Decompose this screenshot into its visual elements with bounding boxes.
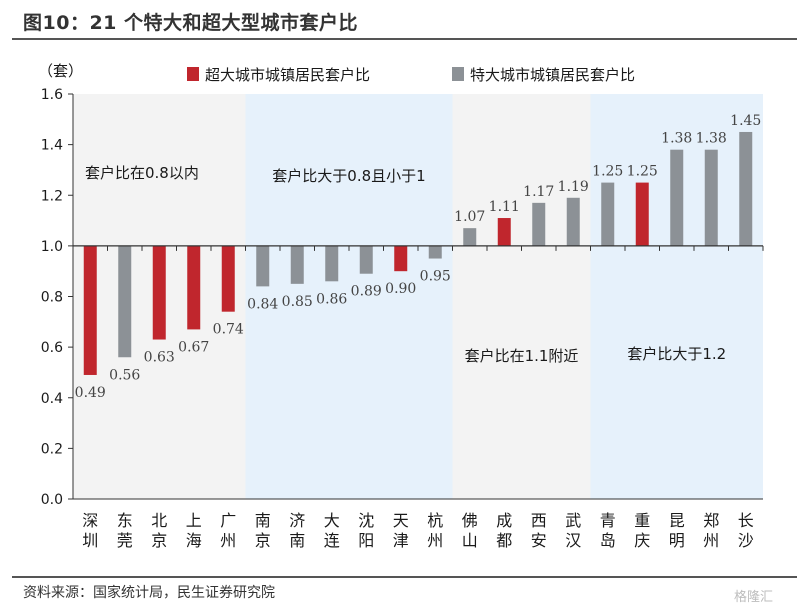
bar: [290, 245, 304, 284]
bar: [463, 228, 477, 246]
x-tick-label: 济南: [289, 511, 305, 550]
bar: [704, 149, 718, 246]
bar: [428, 245, 442, 259]
data-label: 1.45: [730, 113, 761, 129]
data-label: 1.25: [592, 164, 623, 180]
y-tick-label: 0.0: [41, 492, 63, 508]
bar: [118, 245, 132, 358]
bar: [325, 245, 339, 282]
x-tick-label: 重庆: [634, 511, 650, 550]
bar: [532, 202, 546, 246]
x-tick-label: 东莞: [117, 511, 133, 550]
zone-background: [245, 94, 453, 499]
title-divider: [12, 38, 797, 40]
bar: [187, 245, 201, 330]
x-tick-label: 青岛: [600, 511, 616, 550]
figure-title: 图10：21 个特大和超大型城市套户比: [23, 12, 358, 34]
bar: [221, 245, 235, 312]
legend-label: 特大城市城镇居民套户比: [470, 66, 635, 84]
data-label: 0.56: [109, 367, 140, 383]
x-tick-label: 天津: [393, 511, 409, 550]
x-tick-label: 沈阳: [358, 511, 374, 550]
y-tick-label: 1.6: [41, 87, 63, 103]
y-unit-label: （套）: [38, 62, 83, 80]
data-label: 0.49: [75, 385, 106, 401]
data-label: 1.07: [454, 209, 485, 225]
bar: [566, 197, 580, 246]
bar: [635, 182, 649, 246]
y-tick-label: 0.8: [41, 290, 63, 306]
zone-label: 套户比大于1.2: [627, 345, 726, 363]
watermark-logo: 格隆汇: [734, 590, 774, 605]
bar: [394, 245, 408, 272]
data-label: 0.95: [420, 269, 451, 285]
bar: [152, 245, 166, 340]
data-label: 0.74: [213, 322, 244, 338]
bar: [497, 218, 511, 246]
data-label: 0.63: [144, 350, 175, 366]
data-label: 0.89: [351, 284, 382, 300]
x-tick-label: 北京: [151, 511, 167, 550]
bar: [601, 182, 615, 246]
bar: [83, 245, 97, 375]
data-label: 0.67: [178, 339, 209, 355]
x-tick-label: 武汉: [565, 511, 581, 550]
source-note: 资料来源：国家统计局，民生证券研究院: [23, 585, 275, 601]
x-tick-label: 深圳: [82, 511, 98, 550]
y-tick-label: 0.2: [41, 441, 63, 457]
x-tick-label: 佛山: [462, 511, 478, 550]
bar: [670, 149, 684, 246]
data-label: 0.84: [247, 296, 278, 312]
zone-label: 套户比在0.8以内: [85, 164, 199, 182]
x-tick-label: 上海: [186, 511, 202, 550]
data-label: 1.25: [627, 164, 658, 180]
x-tick-label: 昆明: [669, 511, 685, 550]
data-label: 0.86: [316, 291, 347, 307]
y-tick-label: 0.4: [41, 391, 63, 407]
x-tick-label: 长沙: [738, 511, 754, 550]
bar: [256, 245, 270, 287]
y-tick-label: 0.6: [41, 340, 63, 356]
y-tick-label: 1.4: [41, 138, 63, 154]
data-label: 0.90: [385, 281, 416, 297]
x-tick-label: 成都: [496, 511, 512, 550]
data-label: 1.38: [661, 131, 692, 147]
x-tick-label: 大连: [324, 511, 340, 550]
zone-label: 套户比大于0.8且小于1: [272, 167, 425, 185]
zone-background: [452, 94, 591, 499]
x-tick-label: 广州: [220, 511, 236, 550]
x-tick-label: 郑州: [703, 511, 719, 550]
data-label: 1.38: [696, 131, 727, 147]
y-tick-label: 1.0: [41, 239, 63, 255]
zone-label: 套户比在1.1附近: [465, 347, 579, 365]
legend-swatch: [452, 67, 464, 81]
x-tick-label: 杭州: [427, 511, 443, 550]
source-divider: [12, 576, 797, 578]
bar: [359, 245, 373, 274]
x-tick-label: 南京: [255, 511, 271, 550]
bar: [739, 131, 753, 246]
x-tick-label: 西安: [531, 511, 547, 550]
y-tick-label: 1.2: [41, 188, 63, 204]
data-label: 0.85: [282, 294, 313, 310]
data-label: 1.11: [489, 199, 520, 215]
data-label: 1.19: [558, 179, 589, 195]
legend-label: 超大城市城镇居民套户比: [205, 66, 370, 84]
legend-swatch: [187, 67, 199, 81]
data-label: 1.17: [523, 184, 554, 200]
